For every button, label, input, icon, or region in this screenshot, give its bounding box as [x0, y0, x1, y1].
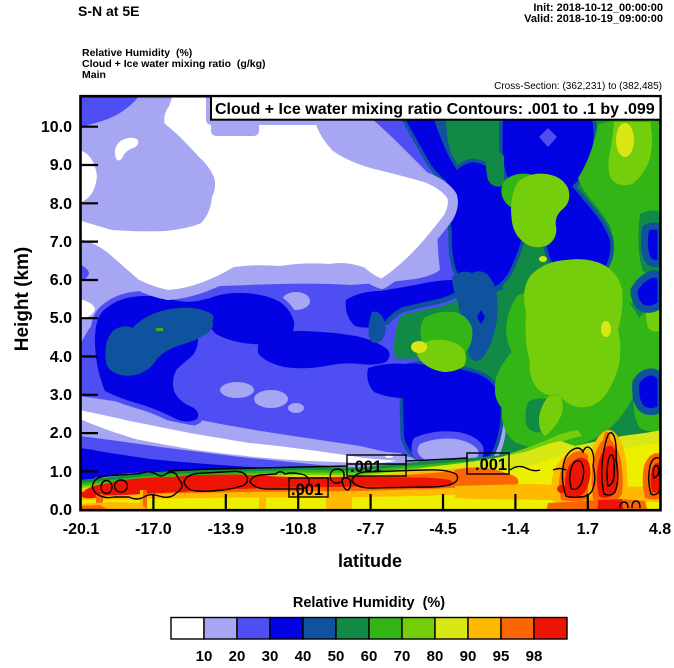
svg-text:.001: .001 — [291, 481, 323, 499]
svg-text:.001: .001 — [350, 458, 382, 476]
svg-text:Cloud + Ice water mixing ratio: Cloud + Ice water mixing ratio Contours:… — [215, 101, 655, 118]
svg-text:.001: .001 — [475, 456, 507, 474]
